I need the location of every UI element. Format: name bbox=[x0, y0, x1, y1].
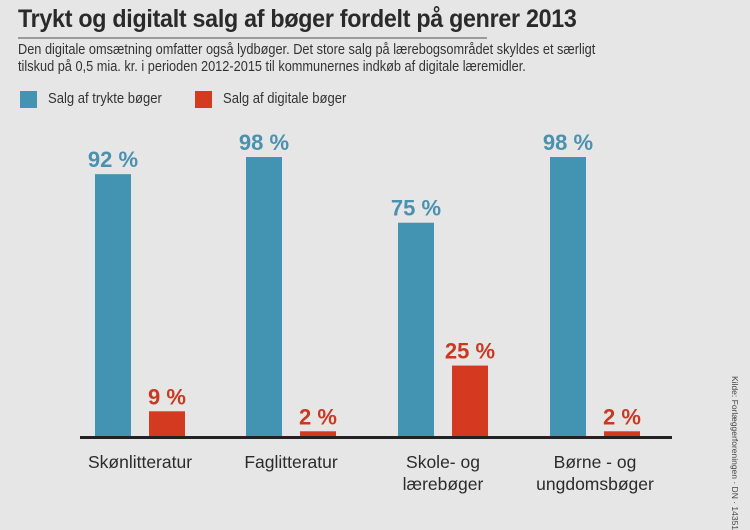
category-label-1: Faglitteratur bbox=[244, 452, 338, 472]
bar-digital-0 bbox=[149, 411, 185, 437]
subtitle-line-1: Den digitale omsætning omfatter også lyd… bbox=[18, 42, 596, 58]
legend-label-digital: Salg af digitale bøger bbox=[223, 91, 347, 107]
bar-digital-1 bbox=[300, 431, 336, 437]
data-label-digital-1: 2 % bbox=[299, 404, 337, 429]
bar-digital-3 bbox=[604, 431, 640, 437]
category-label-3-line-1: ungdomsbøger bbox=[536, 474, 654, 494]
bar-printed-3 bbox=[550, 157, 586, 438]
title-underline bbox=[18, 37, 487, 39]
data-label-printed-3: 98 % bbox=[543, 130, 593, 155]
legend-item-digital: Salg af digitale bøger bbox=[195, 89, 360, 109]
category-label-2-line-1: lærebøger bbox=[403, 474, 484, 494]
bar-digital-2 bbox=[452, 365, 488, 437]
chart-title: Trykt og digitalt salg af bøger fordelt … bbox=[18, 5, 577, 33]
legend-item-printed: Salg af trykte bøger bbox=[20, 89, 175, 109]
data-label-digital-3: 2 % bbox=[603, 404, 641, 429]
chart-subtitle: Den digitale omsætning omfatter også lyd… bbox=[18, 42, 652, 76]
x-axis-line bbox=[80, 436, 672, 439]
bar-printed-1 bbox=[246, 157, 282, 438]
bar-printed-0 bbox=[95, 174, 131, 437]
category-label-2-line-0: Skole- og bbox=[406, 452, 480, 472]
subtitle-line-2: tilskud på 0,5 mia. kr. i perioden 2012-… bbox=[18, 59, 526, 75]
data-label-digital-0: 9 % bbox=[148, 384, 186, 409]
legend-label-printed: Salg af trykte bøger bbox=[48, 91, 162, 107]
category-label-0: Skønlitteratur bbox=[88, 452, 192, 472]
data-label-printed-0: 92 % bbox=[88, 147, 138, 172]
bar-printed-2 bbox=[398, 222, 434, 437]
data-label-printed-2: 75 % bbox=[391, 196, 441, 221]
category-label-3-line-0: Børne - og bbox=[554, 452, 637, 472]
data-label-digital-2: 25 % bbox=[445, 339, 495, 364]
legend-swatch-digital bbox=[195, 90, 212, 108]
data-label-printed-1: 98 % bbox=[239, 130, 289, 155]
legend-swatch-printed bbox=[20, 90, 37, 108]
source-credit: Kilde: Forlæggerforeningen · DN · 14351 bbox=[730, 376, 740, 530]
